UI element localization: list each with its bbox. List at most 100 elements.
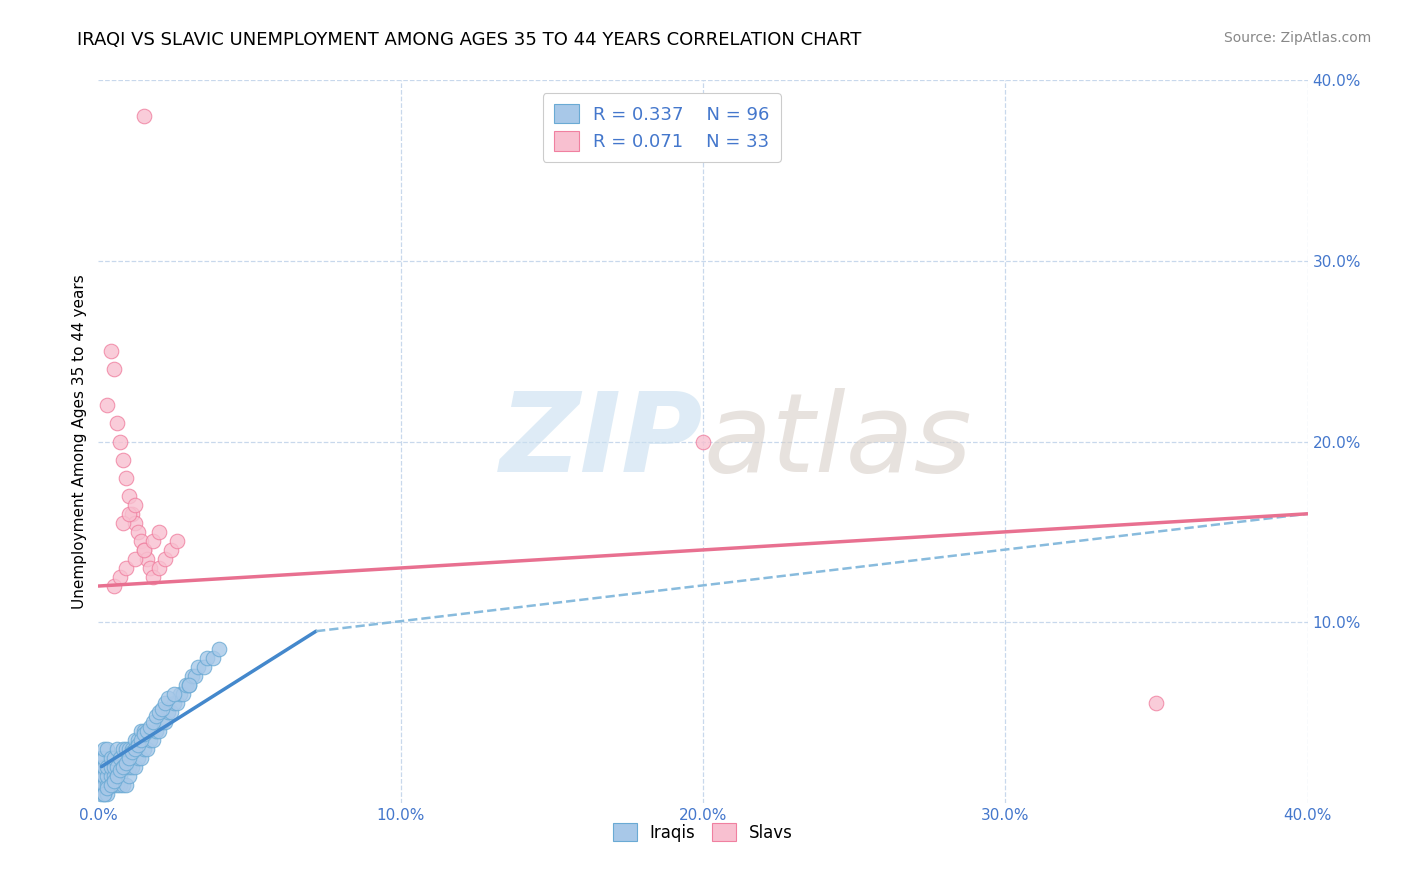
Point (124, 741, 146, 756)
Point (96, 787, 118, 801)
Point (145, 723, 167, 738)
Point (132, 723, 155, 738)
Point (93, 760, 115, 774)
Point (179, 678, 201, 692)
Point (132, 727, 155, 741)
Text: atlas: atlas (703, 388, 972, 495)
Point (129, 732, 152, 747)
Point (139, 732, 162, 747)
Point (153, 714, 176, 729)
Point (121, 507, 143, 521)
Point (160, 542, 183, 557)
Point (127, 738, 149, 752)
Point (96, 769, 118, 783)
Point (142, 533, 165, 548)
Point (103, 769, 125, 783)
Point (90, 778, 112, 792)
Point (100, 750, 122, 764)
Point (90, 750, 112, 764)
Point (139, 561, 162, 575)
Point (129, 723, 152, 738)
Point (108, 764, 131, 778)
Point (96, 778, 118, 792)
Point (142, 732, 165, 747)
Point (108, 570, 131, 584)
Point (103, 362, 125, 376)
Point (114, 561, 136, 575)
Point (169, 687, 191, 701)
Point (142, 714, 165, 729)
Point (156, 691, 179, 706)
Point (100, 778, 122, 792)
Point (103, 778, 125, 792)
Point (90, 769, 112, 783)
Point (179, 678, 201, 692)
Point (150, 702, 173, 716)
Point (93, 778, 115, 792)
Point (105, 769, 128, 783)
Point (103, 579, 125, 593)
Point (105, 760, 128, 774)
Point (100, 344, 122, 359)
Point (118, 741, 141, 756)
Point (111, 760, 134, 774)
Point (172, 687, 194, 701)
Point (195, 651, 218, 665)
Point (193, 660, 215, 674)
Point (121, 741, 143, 756)
Point (135, 741, 157, 756)
Point (111, 452, 134, 467)
Point (108, 750, 131, 764)
Point (118, 769, 141, 783)
Point (93, 787, 115, 801)
Point (93, 787, 115, 801)
Point (127, 524, 149, 539)
Point (692, 434, 714, 449)
Point (129, 750, 152, 764)
Point (114, 756, 136, 770)
Point (114, 760, 136, 774)
Point (124, 760, 146, 774)
Point (118, 489, 141, 503)
Point (111, 760, 134, 774)
Point (184, 669, 207, 683)
Point (129, 533, 152, 548)
Point (202, 651, 225, 665)
Point (96, 398, 118, 412)
Text: Source: ZipAtlas.com: Source: ZipAtlas.com (1223, 31, 1371, 45)
Point (142, 570, 165, 584)
Point (124, 732, 146, 747)
Point (124, 516, 146, 530)
Point (111, 778, 134, 792)
Point (108, 434, 131, 449)
Text: ZIP: ZIP (499, 388, 703, 495)
Point (148, 561, 170, 575)
Point (166, 533, 188, 548)
Point (111, 516, 134, 530)
Point (156, 706, 179, 720)
Point (166, 697, 188, 711)
Point (103, 760, 125, 774)
Point (105, 778, 128, 792)
Point (135, 552, 157, 566)
Point (208, 642, 231, 657)
Point (127, 732, 149, 747)
Point (96, 741, 118, 756)
Point (103, 774, 125, 789)
Point (96, 760, 118, 774)
Point (153, 552, 176, 566)
Point (100, 778, 122, 792)
Point (90, 760, 112, 774)
Point (132, 542, 155, 557)
Point (93, 741, 115, 756)
Point (108, 769, 131, 783)
Point (124, 552, 146, 566)
Point (181, 669, 204, 683)
Point (1144, 697, 1167, 711)
Point (105, 741, 128, 756)
Point (90, 787, 112, 801)
Point (121, 745, 143, 759)
Point (118, 507, 141, 521)
Point (114, 778, 136, 792)
Point (148, 524, 170, 539)
